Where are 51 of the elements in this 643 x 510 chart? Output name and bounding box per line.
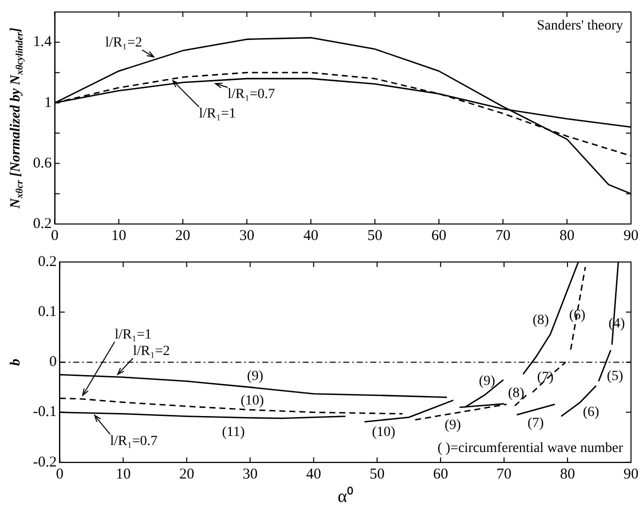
y-tick-label: 0.2	[38, 254, 57, 270]
annotation: (10)	[240, 394, 264, 409]
annotation: (9)	[444, 418, 462, 433]
x-tick-label: 20	[175, 228, 190, 244]
y-axis-title: b	[8, 358, 24, 366]
x-tick-label: 80	[560, 466, 576, 482]
x-tick-label: 50	[370, 466, 385, 482]
annotation: l/R₁=0.7	[228, 87, 276, 102]
x-tick-label: 10	[116, 466, 131, 482]
y-tick-label: 1	[44, 94, 52, 111]
y-tick-label: 0	[49, 354, 57, 370]
annotation: (8)	[508, 386, 525, 401]
x-tick-label: 10	[111, 228, 126, 244]
annotation: Sanders' theory	[536, 18, 624, 34]
annotation: l/R₁=2	[105, 36, 142, 51]
y-tick-label: -0.1	[32, 404, 57, 420]
y-tick-label: -0.2	[32, 454, 57, 470]
annotation: l/R₁=0.7	[110, 434, 158, 449]
annotation: (11)	[222, 425, 246, 440]
annotation: ( )=circumferential wave number	[437, 441, 624, 456]
y-tick-label: 1.4	[33, 34, 52, 50]
annotation: (5)	[606, 368, 624, 384]
x-tick-label: 40	[303, 228, 318, 244]
annotation: l/R₁=1	[114, 327, 152, 342]
x-axis-title: α⁰	[338, 486, 354, 506]
x-tick-label: 90	[624, 228, 638, 244]
annotation: l/R₁=1	[199, 106, 236, 122]
x-tick-label: 20	[179, 466, 194, 482]
annotation: (7)	[537, 370, 554, 385]
annotation: (10)	[372, 425, 396, 440]
annotation: (9)	[246, 368, 264, 384]
y-tick-label: 0.1	[38, 304, 57, 320]
y-tick-label: 0.2	[33, 216, 52, 232]
x-tick-label: 90	[624, 466, 638, 482]
y-axis-title: Nxθcr [Normalized by Nxθcylinder]	[8, 27, 26, 210]
annotation: (6)	[569, 308, 586, 323]
x-tick-label: 60	[433, 466, 448, 482]
annotation: (7)	[527, 416, 544, 431]
x-tick-label: 30	[242, 466, 258, 482]
x-tick-label: 60	[431, 228, 446, 244]
annotation: (6)	[582, 404, 600, 420]
annotation: (8)	[532, 312, 550, 328]
annotation: l/R₁=2	[132, 344, 170, 359]
x-tick-label: 70	[496, 466, 512, 482]
x-tick-label: 80	[559, 228, 574, 244]
x-tick-label: 30	[239, 228, 254, 244]
y-tick-label: 0.6	[33, 155, 52, 172]
x-tick-label: 50	[367, 228, 382, 244]
x-tick-label: 40	[306, 466, 322, 482]
x-tick-label: 70	[495, 228, 510, 244]
annotation: (9)	[478, 374, 496, 389]
